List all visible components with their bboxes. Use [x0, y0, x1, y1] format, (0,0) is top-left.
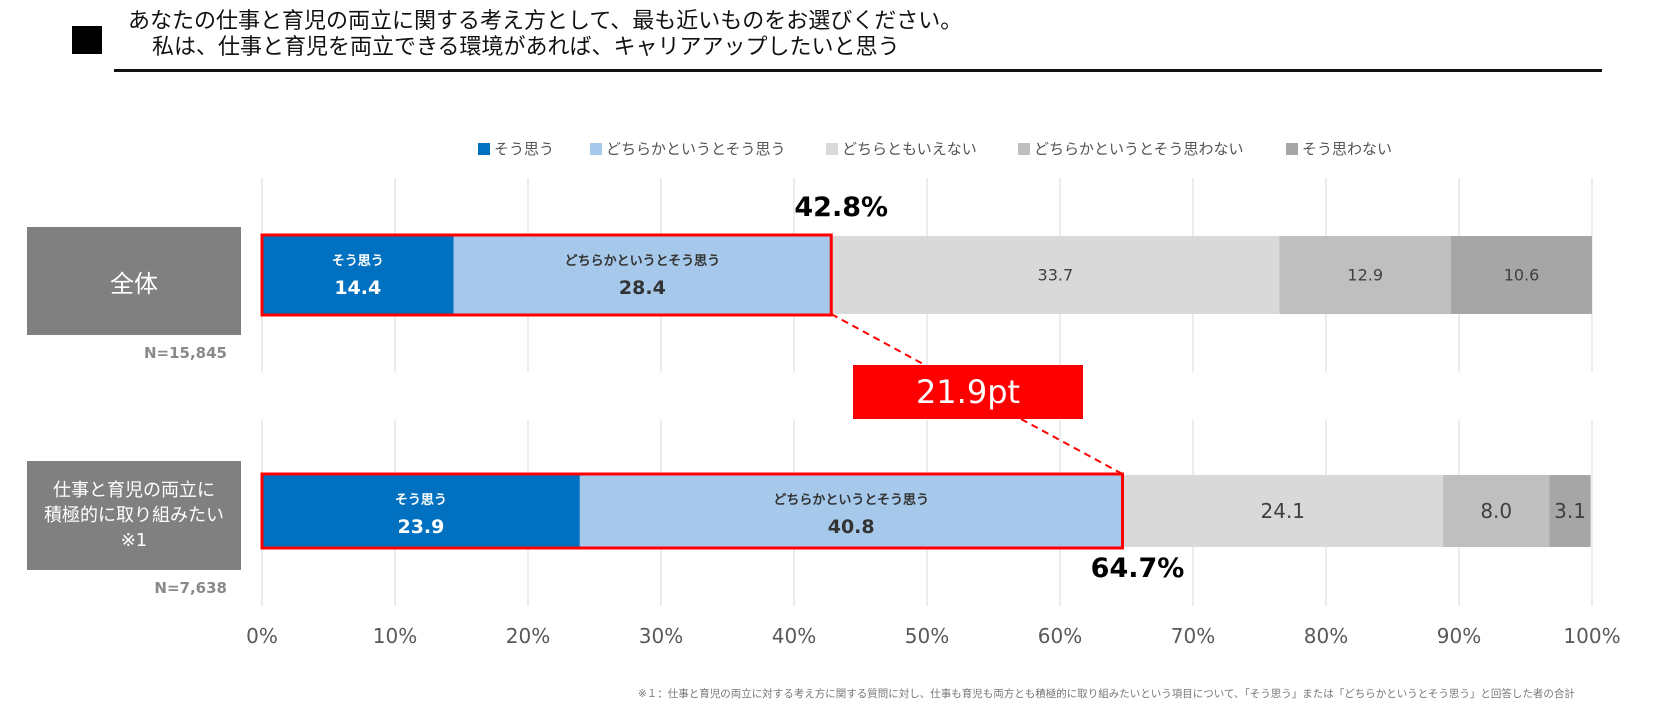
segment-series-label: そう思う	[395, 493, 447, 508]
bar-segment	[262, 475, 580, 547]
dashed-connector	[830, 313, 926, 366]
data-label: 14.4	[334, 277, 381, 299]
x-tick-label: 40%	[772, 624, 816, 648]
category-box-overall: 全体	[27, 227, 241, 335]
legend-item: そう思う	[478, 138, 554, 159]
legend-item: どちらかというとそう思う	[590, 138, 786, 159]
x-tick-label: 50%	[905, 624, 949, 648]
bar-segment	[1279, 236, 1452, 314]
category-label-line: 積極的に取り組みたい	[44, 505, 224, 526]
data-label: 28.4	[619, 277, 666, 299]
data-label: 10.6	[1504, 266, 1540, 285]
legend-swatch	[1286, 142, 1298, 155]
x-tick-label: 70%	[1171, 624, 1215, 648]
bar-segment	[831, 236, 1280, 314]
legend-item: そう思わない	[1286, 138, 1392, 159]
bar-segment	[262, 236, 454, 314]
sample-size-engaged: N=7,638	[154, 579, 227, 597]
data-label: 12.9	[1347, 266, 1383, 285]
dashed-connector	[1020, 418, 1123, 475]
legend-label: どちらかというとそう思わない	[1034, 140, 1244, 158]
x-tick-label: 80%	[1304, 624, 1348, 648]
chart-title-line-2: 私は、仕事と育児を両立できる環境があれば、キャリアアップしたいと思う	[152, 35, 900, 60]
data-label: 40.8	[828, 516, 875, 538]
x-tick-label: 20%	[506, 624, 550, 648]
x-tick-label: 100%	[1563, 624, 1620, 648]
legend-swatch	[478, 142, 490, 155]
bar-segment	[1443, 475, 1550, 547]
legend: そう思う どちらかというとそう思う どちらともいえない どちらかというとそう思わない そ…	[0, 138, 1667, 158]
legend-item: どちらかというとそう思わない	[1018, 138, 1244, 159]
bar-segment	[1451, 236, 1592, 314]
segment-series-label: そう思う	[332, 254, 384, 269]
data-label: 33.7	[1038, 266, 1074, 285]
top2-sum-label: 64.7%	[1091, 553, 1185, 584]
x-tick-label: 60%	[1038, 624, 1082, 648]
legend-label: どちらともいえない	[842, 140, 977, 158]
legend-label: どちらかというとそう思う	[606, 140, 786, 158]
difference-label: 21.9pt	[916, 373, 1020, 411]
legend-label: そう思わない	[1302, 140, 1393, 158]
title-underline	[114, 69, 1602, 72]
bar-segment	[1122, 475, 1444, 547]
legend-item: どちらともいえない	[826, 138, 977, 159]
category-label-line: 仕事と育児の両立に	[53, 480, 215, 501]
data-label: 23.9	[397, 516, 444, 538]
difference-box	[853, 365, 1083, 419]
x-tick-label: 10%	[373, 624, 417, 648]
x-tick-label: 0%	[246, 624, 278, 648]
x-tick-label: 30%	[639, 624, 683, 648]
title-square-marker	[72, 26, 102, 54]
legend-label: そう思う	[494, 140, 555, 158]
legend-swatch	[590, 142, 602, 155]
category-box-engaged: 仕事と育児の両立に 積極的に取り組みたい ※1	[27, 461, 241, 570]
bar-segment	[579, 475, 1123, 547]
x-tick-label: 90%	[1437, 624, 1481, 648]
data-label: 8.0	[1480, 499, 1512, 523]
legend-swatch	[1018, 142, 1030, 155]
data-label: 24.1	[1261, 499, 1306, 523]
legend-swatch	[826, 142, 838, 155]
top2-highlight-box	[260, 472, 1125, 550]
data-label: 3.1	[1554, 499, 1586, 523]
bar-segment	[1549, 475, 1591, 547]
chart-title-line-1: あなたの仕事と育児の両立に関する考え方として、最も近いものをお選びください。	[128, 9, 963, 34]
footnote: ※１：仕事と育児の両立に対する考え方に関する質問に対し、仕事も育児も両方とも積極…	[638, 688, 1575, 700]
sample-size-overall: N=15,845	[143, 344, 227, 362]
bar-segment	[453, 236, 832, 314]
segment-series-label: どちらかというとそう思う	[565, 254, 721, 269]
top2-sum-label: 42.8%	[794, 192, 888, 223]
category-label-line: ※1	[120, 530, 148, 551]
segment-series-label: どちらかというとそう思う	[773, 493, 929, 508]
top2-highlight-box	[260, 233, 833, 317]
